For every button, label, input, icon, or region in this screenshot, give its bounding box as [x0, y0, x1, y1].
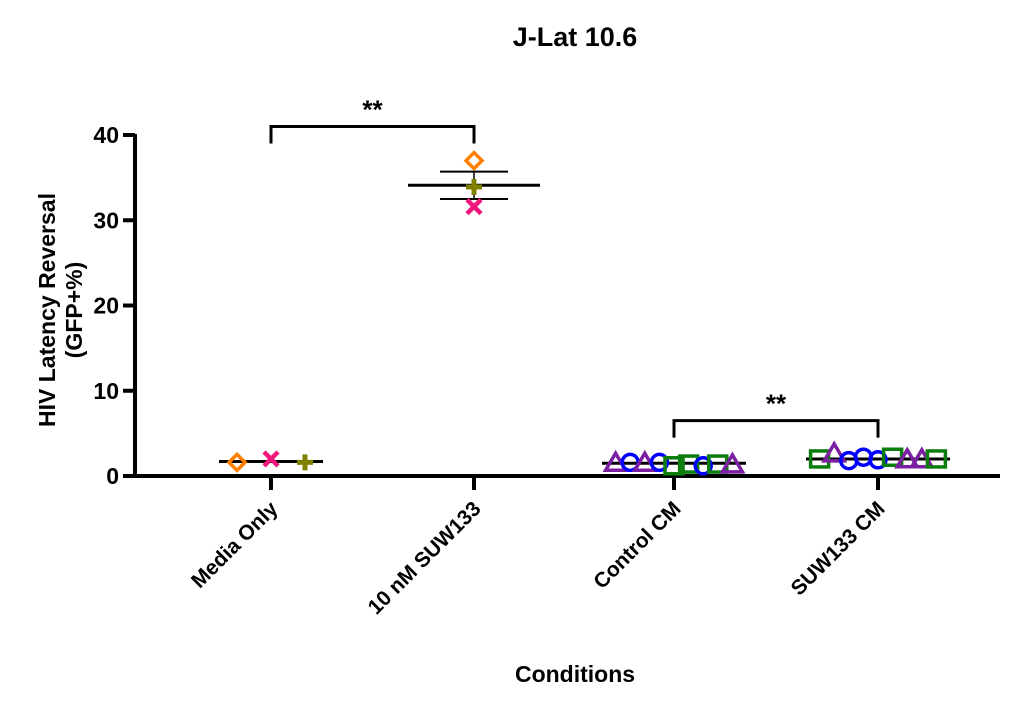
data-point-triangle: [821, 440, 848, 463]
circle-marker: [649, 452, 670, 473]
y-axis-label-line-1: HIV Latency Reversal: [34, 193, 60, 427]
data-point-diamond: [463, 150, 485, 172]
y-tick-label: 40: [93, 122, 119, 148]
y-tick-label: 30: [93, 207, 119, 233]
circle-marker: [868, 450, 888, 470]
x-marker-stroke: [262, 450, 280, 468]
significance-bracket: [269, 124, 476, 144]
data-point-x: [465, 198, 483, 216]
x-axis: Media Only 10 nM SUW133 Control CM SUW133 C…: [133, 474, 1000, 619]
data-point-plus: [466, 179, 482, 196]
data-point-square: [925, 449, 948, 469]
square-marker: [663, 456, 685, 476]
chart-title: J-Lat 10.6: [513, 22, 638, 52]
triangle-marker: [719, 451, 746, 474]
x-marker-stroke: [465, 198, 483, 216]
x-tick-label: SUW133 CM: [787, 497, 890, 600]
y-tick-label: 20: [93, 293, 119, 319]
square-marker: [925, 449, 948, 469]
diamond-marker: [463, 150, 485, 172]
significance-bracket: [672, 419, 880, 438]
data-point-circle: [649, 452, 670, 473]
data-point-x: [262, 450, 280, 468]
x-tick-label: Control CM: [589, 497, 685, 593]
triangle-marker: [894, 446, 921, 469]
significance-label: **: [362, 94, 383, 124]
x-axis-label: Conditions: [515, 661, 635, 687]
data-point-diamond: [226, 451, 248, 473]
data-point-square: [677, 454, 700, 474]
data-point-square: [808, 449, 831, 469]
x-tick-label: 10 nM SUW133: [364, 497, 486, 619]
y-axis-label: HIV Latency Reversal (GFP+%): [34, 193, 87, 427]
data-point-triangle: [719, 451, 746, 474]
y-tick-label: 10: [93, 378, 119, 404]
y-axis-label-line-2: (GFP+%): [61, 262, 87, 358]
diamond-marker: [226, 451, 248, 473]
y-tick-label: 0: [106, 463, 119, 489]
circle-marker: [693, 456, 713, 476]
triangle-marker: [821, 440, 848, 463]
data-point-plus: [297, 454, 313, 471]
data-point-square: [663, 456, 685, 476]
data-point-circle: [693, 456, 713, 476]
significance-label: **: [766, 389, 787, 419]
data-point-triangle: [894, 446, 921, 469]
square-marker: [808, 449, 831, 469]
square-marker: [677, 454, 700, 474]
data-marks: ** **: [219, 94, 950, 476]
x-tick-label: Media Only: [187, 497, 283, 593]
y-axis: 0 10 20 30 40: [93, 122, 137, 489]
data-point-circle: [868, 450, 888, 470]
